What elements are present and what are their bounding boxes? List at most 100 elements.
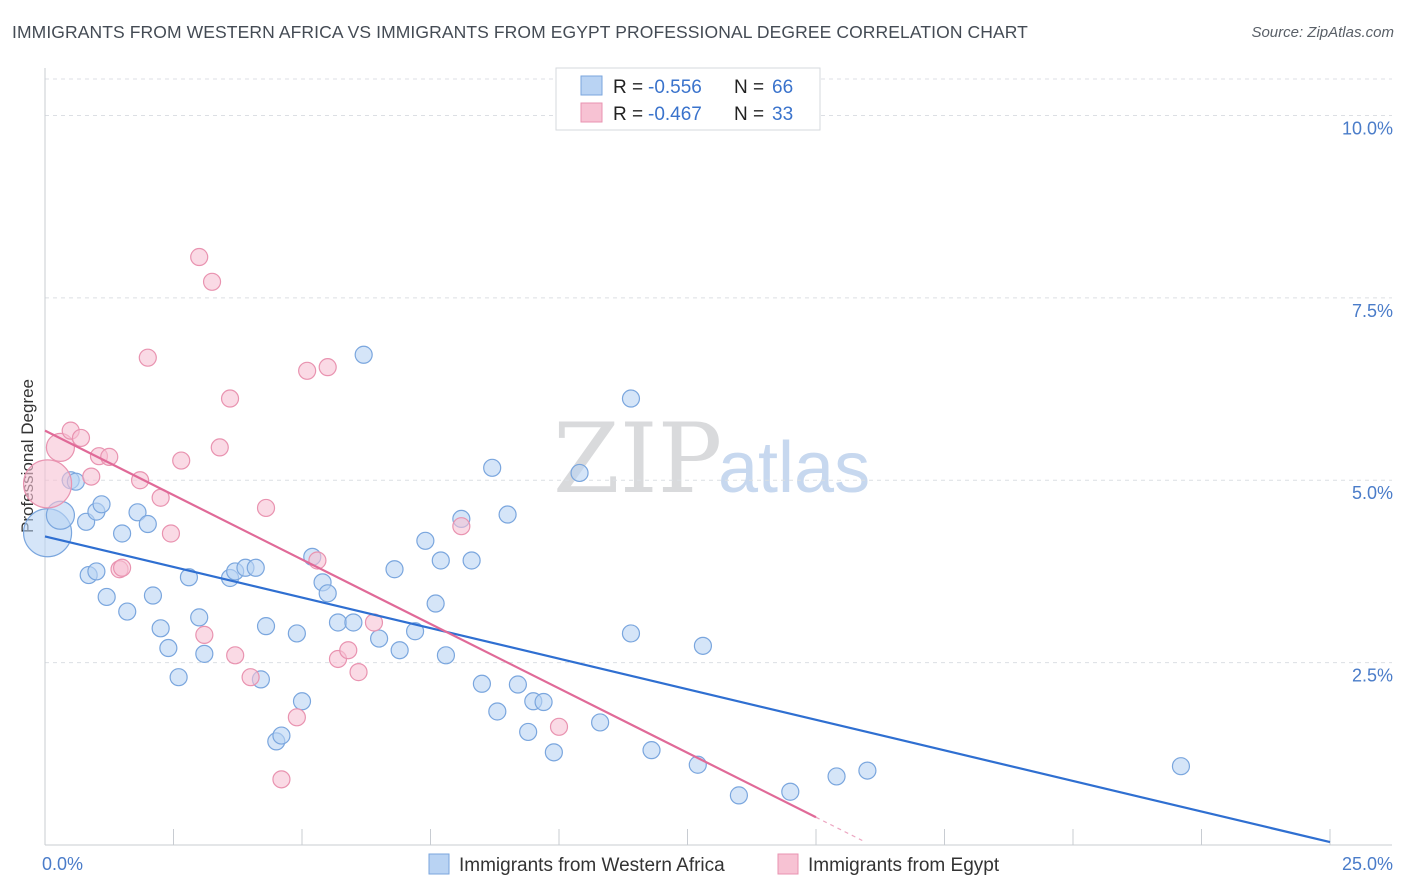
series-legend: Immigrants from Western Africa Immigrant…: [428, 853, 1000, 876]
egypt-trendline-extension: [815, 816, 863, 842]
axes: [44, 68, 1392, 846]
western-africa-point-55: [544, 743, 563, 762]
western-africa-point-43: [436, 646, 456, 665]
western-africa-point-38: [385, 560, 404, 579]
chart-source: Source: ZipAtlas.com: [1251, 24, 1394, 41]
western-africa-point-57: [591, 713, 610, 732]
trendlines: [44, 429, 1331, 844]
watermark-atlas: atlas: [718, 428, 870, 508]
western-africa-point-15: [151, 619, 170, 638]
egypt-point-28: [339, 641, 358, 660]
western-africa-point-6: [92, 495, 111, 514]
bottom-legend-label-western-africa: Immigrants from Western Africa: [459, 855, 725, 876]
egypt-point-29: [349, 663, 368, 682]
western-africa-point-63: [729, 786, 749, 805]
egypt-point-0: [22, 459, 73, 509]
western-africa-point-8: [87, 562, 106, 581]
egypt-point-10: [138, 348, 157, 367]
egypt-point-17: [210, 438, 229, 457]
western-africa-point-60: [642, 741, 661, 760]
western-africa-point-42: [426, 594, 445, 613]
western-africa-point-40: [405, 622, 425, 641]
western-africa-point-10: [112, 524, 132, 543]
egypt-point-1: [45, 432, 76, 463]
western-africa-point-16: [159, 638, 178, 658]
y-tick-label-1: 5.0%: [1352, 483, 1393, 503]
western-africa-point-50: [498, 505, 517, 524]
egypt-point-21: [256, 498, 276, 518]
western-africa-point-17: [169, 668, 188, 687]
western-africa-point-12: [128, 503, 147, 522]
legend-swatch-western-africa: [580, 75, 603, 96]
correlation-legend: R = -0.556 N = 66 R = -0.467 N = 33: [555, 67, 821, 131]
western-africa-point-48: [483, 458, 502, 477]
egypt-point-20: [241, 668, 260, 687]
egypt-point-3: [71, 428, 91, 448]
egypt-point-13: [172, 451, 191, 470]
western-africa-point-67: [1171, 757, 1191, 776]
western-africa-point-13: [138, 514, 157, 534]
western-africa-point-65: [827, 767, 846, 786]
egypt-point-22: [272, 770, 291, 789]
egypt-point-4: [82, 467, 101, 486]
x-axis-ticks: 0.0% 25.0%: [42, 854, 1393, 874]
egypt-point-26: [318, 358, 337, 377]
bottom-legend-swatch-egypt: [777, 853, 799, 875]
series-western-africa-points: [22, 345, 1191, 805]
western-africa-point-37: [370, 629, 389, 648]
western-africa-point-35: [344, 613, 363, 632]
western-africa-point-51: [508, 675, 527, 694]
y-tick-label-2: 7.5%: [1352, 301, 1393, 321]
chart-title: IMMIGRANTS FROM WESTERN AFRICA VS IMMIGR…: [12, 22, 1028, 42]
western-africa-point-41: [416, 531, 435, 550]
western-africa-point-11: [118, 602, 137, 621]
legend-r-value-1: -0.467: [648, 104, 702, 125]
western-africa-point-39: [390, 641, 409, 660]
legend-n-value-1: 33: [772, 104, 793, 125]
western-africa-point-61: [693, 636, 713, 655]
legend-r-label-1: R =: [613, 104, 643, 125]
western-africa-point-32: [318, 584, 337, 603]
legend-r-label-0: R =: [613, 77, 643, 98]
egypt-trendline: [44, 429, 817, 819]
egypt-point-8: [112, 558, 132, 577]
x-tick-label-1: 25.0%: [1342, 854, 1393, 874]
y-tick-label-0: 2.5%: [1352, 666, 1393, 686]
egypt-point-24: [298, 361, 317, 380]
egypt-point-12: [161, 524, 181, 543]
western-africa-point-66: [858, 761, 877, 780]
western-africa-point-14: [143, 586, 163, 605]
western-africa-point-64: [781, 782, 800, 801]
western-africa-point-26: [256, 617, 276, 636]
egypt-point-19: [226, 646, 245, 665]
egypt-point-16: [202, 272, 222, 291]
egypt-point-31: [452, 517, 471, 536]
western-africa-point-56: [570, 463, 589, 483]
western-africa-point-28: [287, 624, 306, 643]
legend-n-label-1: N =: [734, 104, 764, 125]
western-africa-point-59: [621, 624, 641, 643]
western-africa-trendline: [44, 535, 1331, 844]
watermark-zip: ZIP: [553, 403, 722, 515]
western-africa-point-18: [179, 568, 199, 587]
bottom-legend-label-egypt: Immigrants from Egypt: [808, 855, 1000, 876]
western-africa-point-49: [488, 702, 507, 721]
western-africa-point-46: [462, 551, 481, 570]
western-africa-point-20: [195, 644, 214, 663]
western-africa-point-44: [431, 551, 450, 570]
legend-swatch-egypt: [580, 102, 603, 123]
egypt-point-23: [287, 708, 306, 727]
western-africa-point-9: [97, 587, 116, 607]
bottom-legend-swatch-western-africa: [428, 853, 450, 875]
western-africa-point-29: [292, 692, 312, 711]
western-africa-point-36: [354, 345, 373, 364]
legend-n-label-0: N =: [734, 77, 764, 98]
y-tick-label-3: 10.0%: [1342, 118, 1393, 138]
legend-r-value-0: -0.556: [648, 77, 702, 98]
y-axis-ticks: 2.5% 5.0% 7.5% 10.0%: [1342, 118, 1393, 685]
legend-n-value-0: 66: [772, 77, 793, 98]
western-africa-point-53: [519, 722, 538, 742]
egypt-point-14: [190, 247, 209, 267]
western-africa-point-19: [190, 608, 209, 627]
